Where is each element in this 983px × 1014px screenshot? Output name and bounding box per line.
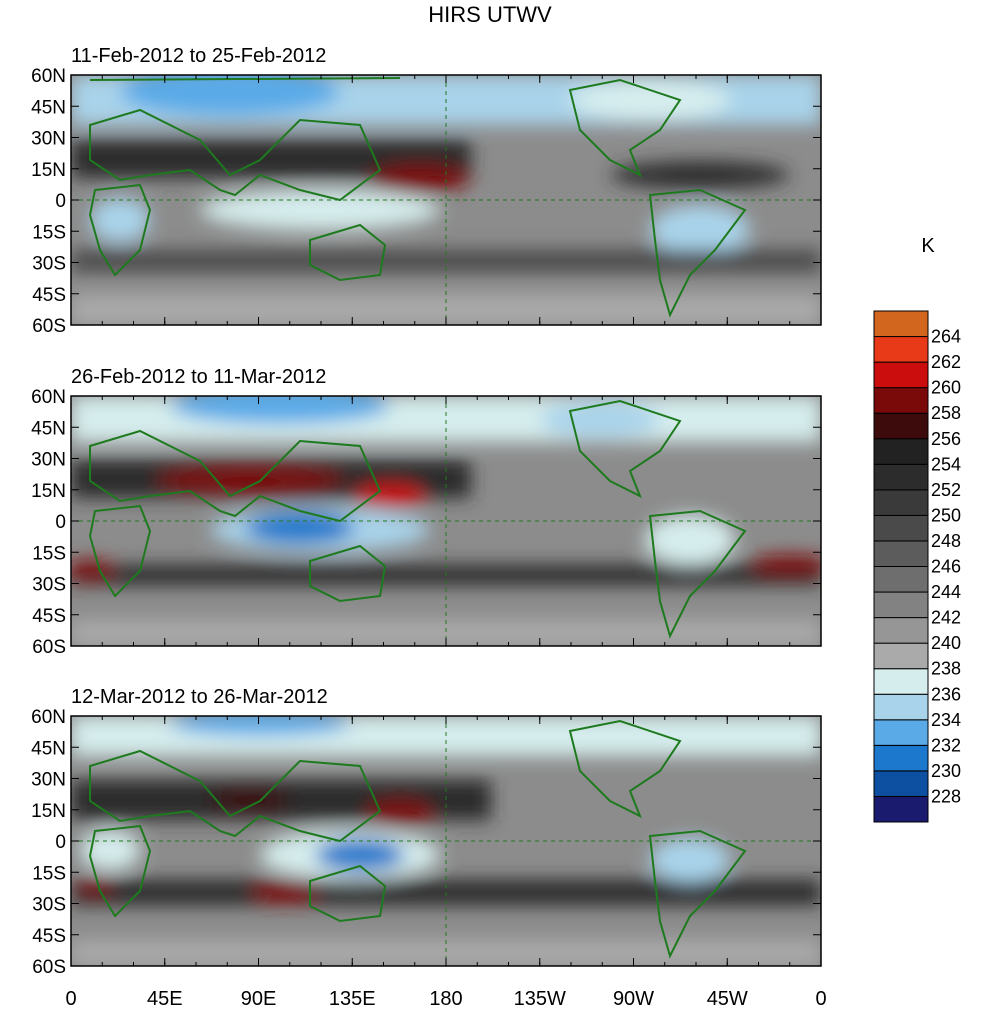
coastlines <box>88 77 747 318</box>
colorbar-box <box>873 412 929 440</box>
axis-ticks <box>70 395 822 647</box>
colorbar-box <box>873 770 929 797</box>
colorbar-box <box>873 438 929 465</box>
lat-tick-label: 60S <box>32 637 66 658</box>
colorbar-label: 264 <box>931 327 961 347</box>
colorbar-label: 236 <box>931 684 961 704</box>
colorbar: K 228 230 232 234 236 238 240 242 244 246 248 250 25… <box>873 235 961 823</box>
colorbar-label: 230 <box>931 761 961 781</box>
colorbar-label: 232 <box>931 735 961 755</box>
colorbar-label: 246 <box>931 557 961 577</box>
colorbar-box <box>873 463 929 491</box>
colorbar-label: 256 <box>931 429 961 449</box>
colorbar-label: 254 <box>931 454 961 474</box>
lat-tick-label: 60N <box>31 387 66 408</box>
lat-tick-label: 30S <box>32 575 66 596</box>
colorbar-label: 228 <box>931 786 961 806</box>
colorbar-label: 234 <box>931 710 961 730</box>
lat-tick-label: 15N <box>31 801 66 822</box>
colorbar-box <box>873 387 929 414</box>
colorbar-box <box>873 744 929 772</box>
figure-title: HIRS UTWV <box>428 2 552 27</box>
lat-tick-label: 0 <box>55 832 66 853</box>
lat-tick-label: 15S <box>32 222 66 243</box>
lat-tick-label: 45N <box>31 738 66 759</box>
lat-tick-label: 15S <box>32 543 66 564</box>
colorbar-box <box>873 693 929 721</box>
lat-tick-label: 0 <box>55 512 66 533</box>
lat-tick-label: 45N <box>31 418 66 439</box>
axis-ticks <box>70 715 822 967</box>
lon-tick-label: 0 <box>65 988 76 1010</box>
lat-tick-label: 30S <box>32 254 66 275</box>
colorbar-labels: 228 230 232 234 236 238 240 242 244 246 248 250 252 2… <box>931 327 961 807</box>
lat-tick-labels: 60N 45N 30N 15N 0 15S 30S 45S 60S <box>31 66 66 337</box>
lat-tick-label: 30N <box>31 129 66 150</box>
lon-tick-label: 135E <box>329 988 376 1010</box>
lon-tick-label: 90E <box>241 988 277 1010</box>
colorbar-box <box>873 514 929 542</box>
colorbar-label: 252 <box>931 480 961 500</box>
lat-tick-label: 30N <box>31 770 66 791</box>
colorbar-box <box>873 310 929 338</box>
map-panel-3: 12-Mar-2012 to 26-Mar-2012 <box>31 686 822 978</box>
lon-tick-label: 45E <box>147 988 183 1010</box>
lon-tick-labels: 0 45E 90E 135E 180 135W 90W 45W 0 <box>65 988 826 1010</box>
lat-tick-label: 0 <box>55 191 66 212</box>
lat-tick-label: 45N <box>31 97 66 118</box>
colorbar-label: 262 <box>931 352 961 372</box>
lon-tick-label: 90W <box>613 988 654 1010</box>
lon-tick-label: 180 <box>429 988 462 1010</box>
colorbar-box <box>873 617 929 644</box>
colorbar-box <box>873 668 929 695</box>
colorbar-label: 238 <box>931 659 961 679</box>
colorbar-boxes <box>873 310 929 823</box>
lon-tick-label: 45W <box>707 988 748 1010</box>
lat-tick-label: 60N <box>31 707 66 728</box>
colorbar-box <box>873 540 929 568</box>
lat-tick-label: 45S <box>32 926 66 947</box>
colorbar-label: 250 <box>931 505 961 525</box>
lat-tick-label: 15N <box>31 160 66 181</box>
colorbar-label: 260 <box>931 378 961 398</box>
colorbar-box <box>873 591 929 619</box>
lat-tick-label: 15S <box>32 863 66 884</box>
lat-tick-labels: 60N 45N 30N 15N 0 15S 30S 45S 60S <box>31 707 66 978</box>
colorbar-label: 258 <box>931 403 961 423</box>
lat-tick-label: 60N <box>31 66 66 87</box>
lat-tick-label: 60S <box>32 957 66 978</box>
colorbar-box <box>873 795 929 823</box>
axis-ticks <box>70 74 822 326</box>
map-panel-1: 11-Feb-2012 to 25-Feb-2012 <box>31 45 822 337</box>
coastlines <box>88 719 747 959</box>
lat-tick-label: 45S <box>32 606 66 627</box>
colorbar-label: 248 <box>931 531 961 551</box>
lat-tick-label: 60S <box>32 316 66 337</box>
colorbar-box <box>873 489 929 516</box>
lat-tick-label: 30N <box>31 450 66 471</box>
lat-tick-labels: 60N 45N 30N 15N 0 15S 30S 45S 60S <box>31 387 66 658</box>
colorbar-unit: K <box>921 235 935 257</box>
colorbar-box <box>873 642 929 670</box>
colorbar-label: 244 <box>931 582 961 602</box>
lon-tick-label: 0 <box>815 988 826 1010</box>
coastlines <box>88 399 747 639</box>
lat-tick-label: 45S <box>32 285 66 306</box>
colorbar-label: 240 <box>931 633 961 653</box>
map-panel-2: 26-Feb-2012 to 11-Mar-2012 <box>31 366 822 658</box>
colorbar-box <box>873 566 929 593</box>
colorbar-box <box>873 361 929 389</box>
colorbar-box <box>873 336 929 363</box>
panel-title: 12-Mar-2012 to 26-Mar-2012 <box>71 686 328 708</box>
lon-tick-label: 135W <box>514 988 566 1010</box>
colorbar-box <box>873 719 929 746</box>
lat-tick-label: 15N <box>31 481 66 502</box>
lat-tick-label: 30S <box>32 895 66 916</box>
colorbar-label: 242 <box>931 608 961 628</box>
panel-title: 26-Feb-2012 to 11-Mar-2012 <box>71 366 326 388</box>
panel-title: 11-Feb-2012 to 25-Feb-2012 <box>71 45 326 67</box>
